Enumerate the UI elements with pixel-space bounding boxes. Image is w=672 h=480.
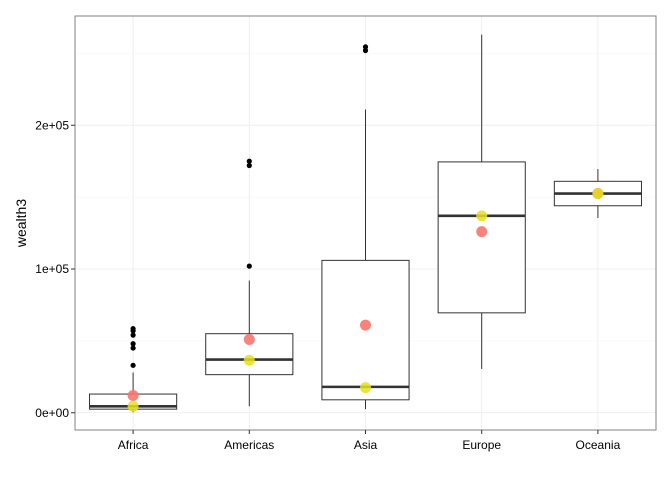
outlier-point — [130, 362, 136, 368]
axes: 0e+00 1e+05 2e+05 Africa Americas Asia Europe O… — [35, 118, 620, 452]
outlier-point — [362, 44, 369, 50]
outlier-point — [130, 341, 136, 347]
median-point — [360, 382, 371, 394]
outlier-point — [246, 162, 252, 169]
outlier-point — [362, 47, 369, 54]
outlier-point — [130, 332, 136, 338]
x-tick-label: Americas — [224, 438, 274, 452]
x-tick-label: Asia — [354, 438, 378, 452]
x-tick-label: Africa — [118, 438, 149, 452]
outlier-point — [130, 326, 136, 332]
y-tick-label: 2e+05 — [35, 118, 69, 132]
median-point — [592, 188, 604, 200]
mean-point — [476, 226, 488, 238]
y-axis-title: wealth3 — [13, 199, 29, 248]
median-point — [127, 400, 139, 412]
mean-point — [127, 390, 139, 401]
box-europe — [437, 34, 526, 369]
x-tick-label: Europe — [462, 438, 501, 452]
outlier-point — [246, 158, 252, 164]
y-tick-label: 1e+05 — [35, 262, 69, 276]
outlier-point — [130, 345, 136, 351]
summary-points — [127, 188, 604, 412]
median-point — [243, 354, 255, 366]
mean-point — [243, 333, 255, 345]
mean-point — [360, 319, 371, 331]
x-tick-label: Oceania — [576, 438, 621, 452]
y-tick-label: 0e+00 — [35, 406, 69, 420]
median-point — [476, 210, 488, 222]
outlier-point — [246, 263, 252, 269]
iqr-box — [437, 161, 526, 314]
